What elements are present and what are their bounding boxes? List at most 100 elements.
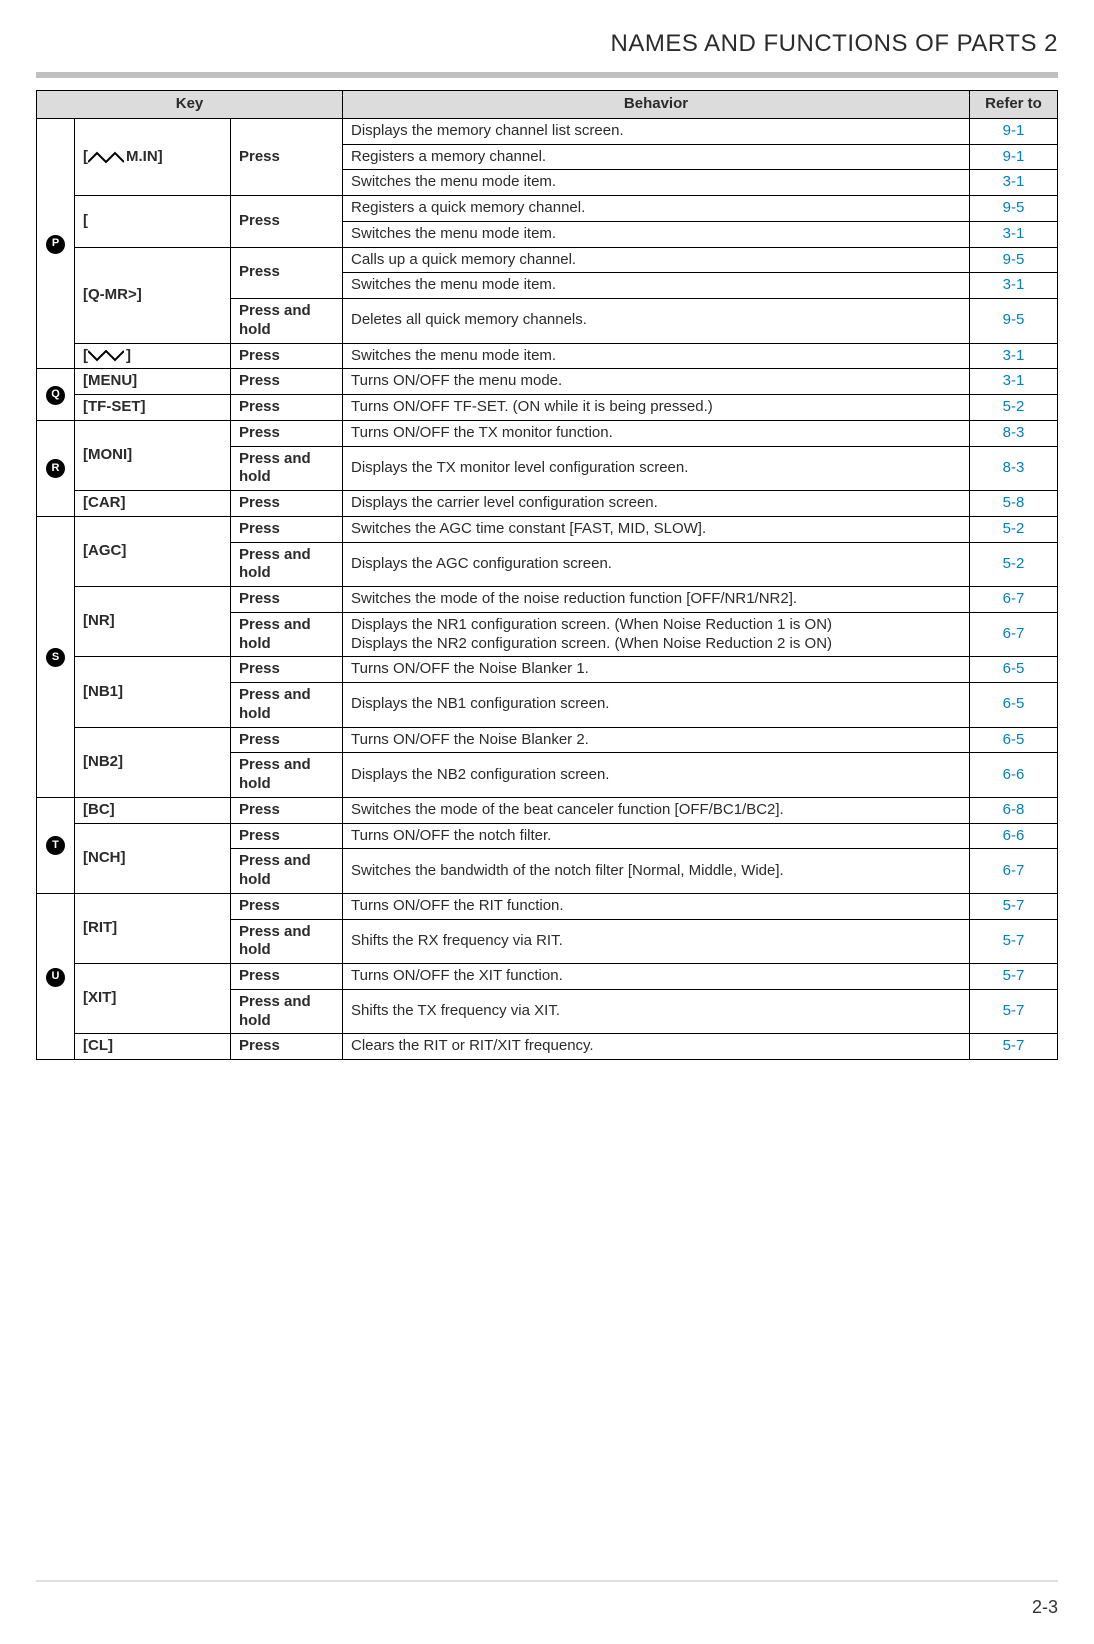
table-row: [CL]PressClears the RIT or RIT/XIT frequ… — [37, 1034, 1058, 1060]
action-label: Press and hold — [231, 753, 343, 798]
behavior-text: Switches the menu mode item. — [343, 343, 970, 369]
table-row: [CAR]PressDisplays the carrier level con… — [37, 491, 1058, 517]
refer-link[interactable]: 6-7 — [970, 849, 1058, 894]
action-label: Press — [231, 727, 343, 753]
key-label: [ — [75, 196, 231, 248]
action-label: Press — [231, 964, 343, 990]
col-key: Key — [37, 91, 343, 119]
behavior-text: Switches the menu mode item. — [343, 170, 970, 196]
action-label: Press — [231, 516, 343, 542]
refer-link[interactable]: 6-5 — [970, 727, 1058, 753]
refer-link[interactable]: 6-8 — [970, 797, 1058, 823]
refer-link[interactable]: 5-2 — [970, 516, 1058, 542]
behavior-text: Switches the menu mode item. — [343, 273, 970, 299]
key-label: [] — [75, 343, 231, 369]
refer-link[interactable]: 6-6 — [970, 753, 1058, 798]
action-label: Press and hold — [231, 919, 343, 964]
behavior-text: Turns ON/OFF the notch filter. — [343, 823, 970, 849]
refer-link[interactable]: 8-3 — [970, 420, 1058, 446]
refer-link[interactable]: 8-3 — [970, 446, 1058, 491]
table-row: U[RIT]PressTurns ON/OFF the RIT function… — [37, 893, 1058, 919]
page-number: 2-3 — [1032, 1597, 1058, 1618]
table-row: S[AGC]PressSwitches the AGC time constan… — [37, 516, 1058, 542]
refer-link[interactable]: 6-5 — [970, 683, 1058, 728]
table-row: [PressRegisters a quick memory channel.9… — [37, 196, 1058, 222]
refer-link[interactable]: 5-7 — [970, 989, 1058, 1034]
refer-link[interactable]: 3-1 — [970, 343, 1058, 369]
behavior-text: Switches the mode of the beat canceler f… — [343, 797, 970, 823]
behavior-text: Calls up a quick memory channel. — [343, 247, 970, 273]
refer-link[interactable]: 9-1 — [970, 144, 1058, 170]
action-label: Press and hold — [231, 299, 343, 344]
refer-link[interactable]: 5-7 — [970, 893, 1058, 919]
table-row: Q[MENU]PressTurns ON/OFF the menu mode.3… — [37, 369, 1058, 395]
behavior-text: Registers a memory channel. — [343, 144, 970, 170]
behavior-text: Clears the RIT or RIT/XIT frequency. — [343, 1034, 970, 1060]
behavior-text: Shifts the TX frequency via XIT. — [343, 989, 970, 1034]
refer-link[interactable]: 5-2 — [970, 542, 1058, 587]
refer-link[interactable]: 6-7 — [970, 587, 1058, 613]
refer-link[interactable]: 5-2 — [970, 395, 1058, 421]
behavior-text: Displays the carrier level configuration… — [343, 491, 970, 517]
behavior-text: Displays the NB2 configuration screen. — [343, 753, 970, 798]
header-divider — [36, 72, 1058, 78]
behavior-text: Switches the menu mode item. — [343, 221, 970, 247]
table-row: [NB2]PressTurns ON/OFF the Noise Blanker… — [37, 727, 1058, 753]
table-row: [TF-SET]PressTurns ON/OFF TF-SET. (ON wh… — [37, 395, 1058, 421]
parts-table: Key Behavior Refer to P[M.IN]PressDispla… — [36, 90, 1058, 1060]
action-label: Press — [231, 587, 343, 613]
behavior-text: Turns ON/OFF the Noise Blanker 1. — [343, 657, 970, 683]
action-label: Press and hold — [231, 849, 343, 894]
action-label: Press — [231, 823, 343, 849]
behavior-text: Turns ON/OFF the Noise Blanker 2. — [343, 727, 970, 753]
behavior-text: Displays the NB1 configuration screen. — [343, 683, 970, 728]
action-label: Press — [231, 491, 343, 517]
refer-link[interactable]: 6-5 — [970, 657, 1058, 683]
action-label: Press and hold — [231, 989, 343, 1034]
behavior-text: Displays the NR1 configuration screen. (… — [343, 612, 970, 657]
refer-link[interactable]: 5-7 — [970, 1034, 1058, 1060]
table-row: [XIT]PressTurns ON/OFF the XIT function.… — [37, 964, 1058, 990]
action-label: Press and hold — [231, 612, 343, 657]
refer-link[interactable]: 9-5 — [970, 196, 1058, 222]
key-label: [BC] — [75, 797, 231, 823]
action-label: Press — [231, 118, 343, 195]
behavior-text: Displays the TX monitor level configurat… — [343, 446, 970, 491]
behavior-text: Switches the mode of the noise reduction… — [343, 587, 970, 613]
refer-link[interactable]: 9-5 — [970, 299, 1058, 344]
refer-link[interactable]: 5-7 — [970, 964, 1058, 990]
refer-link[interactable]: 3-1 — [970, 221, 1058, 247]
refer-link[interactable]: 6-7 — [970, 612, 1058, 657]
refer-link[interactable]: 3-1 — [970, 369, 1058, 395]
key-label: [MENU] — [75, 369, 231, 395]
action-label: Press and hold — [231, 446, 343, 491]
action-label: Press — [231, 797, 343, 823]
group-badge: P — [37, 118, 75, 369]
table-row: [Q-MR>]PressCalls up a quick memory chan… — [37, 247, 1058, 273]
group-badge: U — [37, 893, 75, 1059]
action-label: Press — [231, 1034, 343, 1060]
key-label: [NR] — [75, 587, 231, 657]
refer-link[interactable]: 6-6 — [970, 823, 1058, 849]
action-label: Press — [231, 893, 343, 919]
action-label: Press — [231, 196, 343, 248]
footer-divider — [36, 1580, 1058, 1582]
refer-link[interactable]: 5-8 — [970, 491, 1058, 517]
col-refer: Refer to — [970, 91, 1058, 119]
key-label: [M.IN] — [75, 118, 231, 195]
action-label: Press and hold — [231, 542, 343, 587]
refer-link[interactable]: 5-7 — [970, 919, 1058, 964]
refer-link[interactable]: 3-1 — [970, 170, 1058, 196]
key-label: [NB1] — [75, 657, 231, 727]
refer-link[interactable]: 9-5 — [970, 247, 1058, 273]
key-label: [MONI] — [75, 420, 231, 490]
key-label: [CL] — [75, 1034, 231, 1060]
refer-link[interactable]: 3-1 — [970, 273, 1058, 299]
table-row: P[M.IN]PressDisplays the memory channel … — [37, 118, 1058, 144]
action-label: Press and hold — [231, 683, 343, 728]
behavior-text: Switches the AGC time constant [FAST, MI… — [343, 516, 970, 542]
refer-link[interactable]: 9-1 — [970, 118, 1058, 144]
action-label: Press — [231, 343, 343, 369]
behavior-text: Displays the AGC configuration screen. — [343, 542, 970, 587]
action-label: Press — [231, 369, 343, 395]
